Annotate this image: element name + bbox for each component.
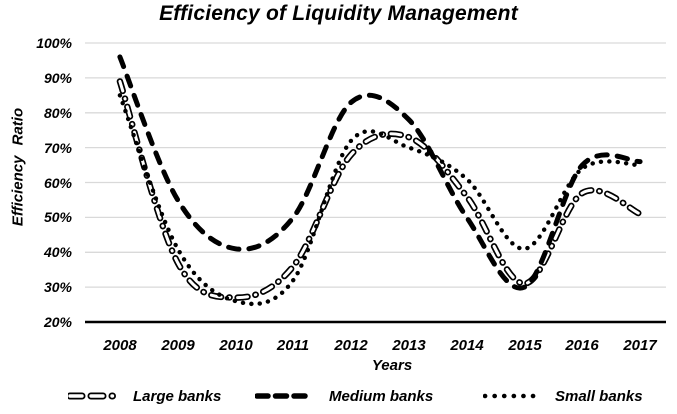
series-line-small-banks (117, 93, 643, 307)
x-axis-title: Years (371, 357, 413, 374)
y-tick-label: 40% (43, 244, 72, 260)
series-line-large-banks (118, 79, 642, 300)
y-tick-label: 100% (36, 35, 72, 51)
y-tick-label: 20% (43, 314, 72, 330)
x-tick-label: 2017 (623, 337, 657, 354)
medium-banks-line-icon (255, 393, 315, 399)
legend-label: Medium banks (329, 387, 434, 405)
legend-label: Large banks (133, 387, 222, 405)
series-line-large-banks (116, 78, 644, 301)
y-tick-label: 70% (43, 140, 72, 156)
x-tick-label: 2015 (508, 337, 542, 354)
chart-title: Efficiency of Liquidity Management (159, 2, 518, 25)
large-banks-line-icon (68, 392, 128, 400)
x-tick-label: 2013 (392, 337, 426, 354)
x-tick-label: 2009 (161, 337, 195, 354)
y-tick-label: 80% (43, 105, 72, 121)
legend-item-large-banks: Large banks (68, 383, 221, 409)
x-tick-label: 2008 (103, 337, 137, 354)
y-tick-label: 60% (43, 175, 72, 191)
x-tick-label: 2012 (334, 337, 368, 354)
x-tick-label: 2010 (219, 337, 253, 354)
series-line-medium-banks (117, 54, 643, 291)
legend-label: Small banks (555, 387, 643, 405)
legend-item-small-banks: Small banks (483, 383, 643, 409)
y-tick-label: 90% (43, 70, 72, 86)
x-tick-label: 2011 (276, 337, 310, 354)
legend-item-medium-banks: Medium banks (255, 383, 433, 409)
legend: Large banks Medium banks Small banks (0, 383, 677, 409)
x-tick-label: 2016 (565, 337, 599, 354)
small-banks-line-icon (483, 393, 543, 399)
y-tick-label: 30% (43, 279, 72, 295)
x-tick-label: 2014 (450, 337, 484, 354)
y-tick-label: 50% (43, 209, 72, 225)
